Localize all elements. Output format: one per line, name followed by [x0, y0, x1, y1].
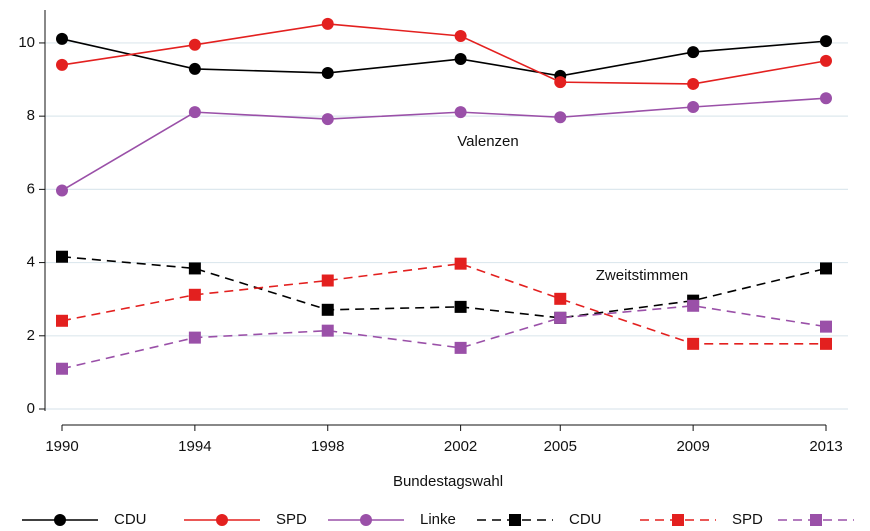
marker: [554, 76, 567, 89]
marker: [820, 92, 832, 105]
marker: [810, 514, 822, 526]
marker: [56, 314, 68, 327]
series-line: [61, 38, 827, 77]
marker: [554, 292, 567, 305]
x-tick-label: 1994: [178, 438, 211, 455]
marker: [820, 35, 832, 48]
marker: [820, 337, 832, 350]
marker: [454, 341, 467, 354]
legend-label: Linke: [420, 511, 456, 528]
y-tick-label: 10: [18, 34, 35, 51]
marker: [687, 337, 700, 350]
series-line: [61, 255, 827, 319]
marker: [820, 54, 832, 67]
x-tick-label: 2009: [676, 438, 709, 455]
marker: [188, 62, 201, 75]
marker: [56, 362, 68, 375]
marker: [554, 311, 567, 324]
marker: [454, 53, 467, 66]
marker: [188, 331, 201, 344]
legend-label: SPD: [276, 511, 307, 528]
marker: [820, 320, 832, 333]
marker: [321, 274, 334, 287]
marker: [56, 184, 68, 197]
marker: [321, 17, 334, 30]
x-tick-label: 2005: [544, 438, 577, 455]
marker: [454, 300, 467, 313]
marker: [56, 250, 68, 263]
marker: [56, 32, 68, 45]
marker: [554, 111, 567, 124]
annotation: Valenzen: [457, 133, 518, 150]
legend-label: CDU: [114, 511, 147, 528]
series-line: [61, 97, 827, 192]
marker: [321, 66, 334, 79]
legend-label: SPD: [732, 511, 763, 528]
marker: [687, 77, 700, 90]
marker: [820, 262, 832, 275]
marker: [54, 514, 66, 526]
x-tick-label: 1990: [45, 438, 78, 455]
marker: [321, 324, 334, 337]
marker: [454, 257, 467, 270]
marker: [188, 288, 201, 301]
x-tick-label: 2002: [444, 438, 477, 455]
marker: [454, 29, 467, 42]
series-line: [61, 262, 826, 345]
y-tick-label: 0: [27, 400, 35, 417]
x-tick-label: 2013: [809, 438, 842, 455]
marker: [360, 514, 372, 526]
marker: [321, 113, 334, 126]
marker: [321, 303, 334, 316]
marker: [687, 101, 700, 114]
marker: [672, 514, 684, 526]
x-axis-label: Bundestagswahl: [393, 473, 503, 490]
marker: [687, 299, 700, 312]
marker: [454, 106, 467, 119]
y-tick-label: 2: [27, 327, 35, 344]
y-tick-label: 4: [27, 254, 35, 271]
marker: [188, 262, 201, 275]
marker: [509, 514, 521, 526]
y-tick-label: 6: [27, 180, 35, 197]
series-line: [61, 23, 827, 85]
legend-label: CDU: [569, 511, 602, 528]
marker: [687, 46, 700, 59]
annotation: Zweitstimmen: [596, 267, 689, 284]
marker: [56, 58, 68, 71]
marker: [188, 106, 201, 119]
marker: [216, 514, 228, 526]
x-tick-label: 1998: [311, 438, 344, 455]
y-tick-label: 8: [27, 107, 35, 124]
series-line: [61, 304, 827, 370]
marker: [188, 38, 201, 51]
